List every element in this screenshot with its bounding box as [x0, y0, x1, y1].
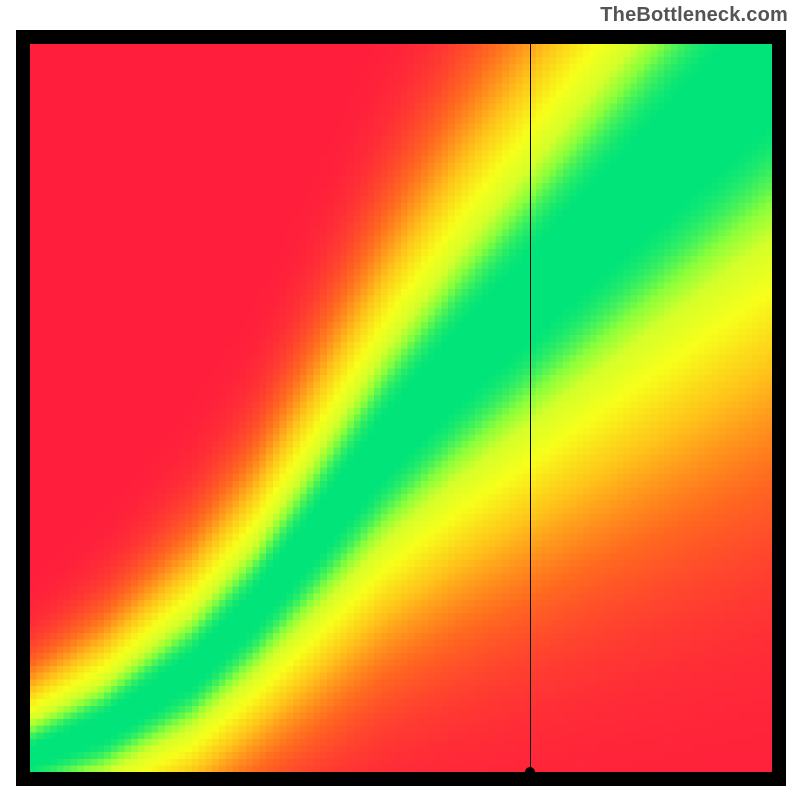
watermark-text: TheBottleneck.com — [600, 4, 788, 27]
heatmap-canvas — [30, 44, 772, 772]
crosshair-horizontal-line — [30, 772, 772, 773]
chart-container: TheBottleneck.com — [0, 0, 800, 800]
crosshair-marker-dot — [525, 767, 535, 777]
crosshair-vertical-line — [530, 44, 531, 772]
chart-frame — [16, 30, 786, 786]
